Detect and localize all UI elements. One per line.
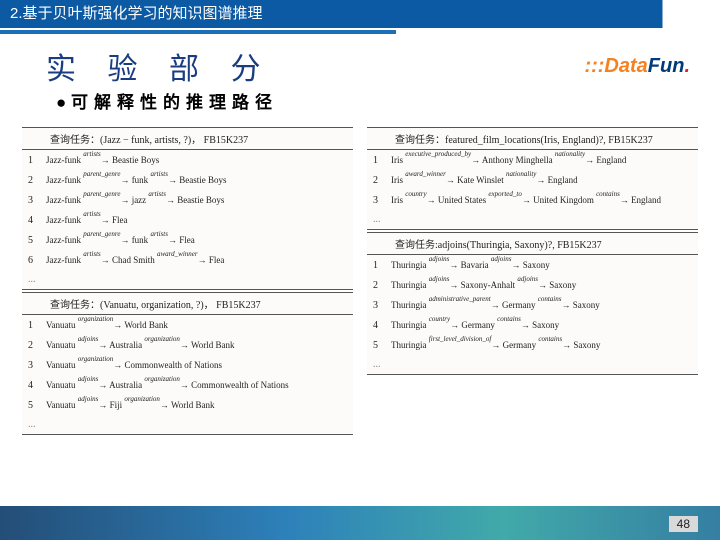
task-block: 查询任务:adjoins(Thuringia, Saxony)?, FB15K2… <box>367 232 698 375</box>
right-column: 查询任务：featured_film_locations(Iris, Engla… <box>367 127 698 437</box>
page-title: 实 验 部 分 <box>46 44 273 88</box>
row-number: 1 <box>373 153 391 168</box>
path-row: 1Iris executive_produced_by→ Anthony Min… <box>367 150 698 170</box>
row-number: 3 <box>28 358 46 373</box>
path-row: 2Vanuatu adjoins→ Australia organization… <box>22 335 353 355</box>
logo-part2: Fun <box>648 55 685 77</box>
path-row: 4Jazz-funk artists→ Flea <box>22 210 353 230</box>
path-row: 2Thuringia adjoins→ Saxony-Anhalt adjoin… <box>367 275 698 295</box>
task-header: 查询任务：(Jazz − funk, artists, ?)， FB15K237 <box>22 128 353 150</box>
row-number: 6 <box>28 253 46 268</box>
row-number: 2 <box>28 338 46 353</box>
row-number: 4 <box>28 213 46 228</box>
path-text: Jazz-funk artists→ Chad Smith award_winn… <box>46 252 347 268</box>
path-text: Thuringia adjoins→ Bavaria adjoins→ Saxo… <box>391 257 692 273</box>
row-number: 2 <box>28 173 46 188</box>
content-area: 查询任务：(Jazz − funk, artists, ?)， FB15K237… <box>0 113 720 437</box>
path-row: 6Jazz-funk artists→ Chad Smith award_win… <box>22 250 353 270</box>
path-row: 5Jazz-funk parent_genre→ funk artists→ F… <box>22 230 353 250</box>
path-text: Vanuatu adjoins→ Australia organization→… <box>46 377 347 393</box>
task-block: 查询任务：(Vanuatu, organization, ?)， FB15K23… <box>22 292 353 435</box>
path-text: Thuringia first_level_division_of→ Germa… <box>391 337 692 353</box>
spacer: ... <box>22 415 353 434</box>
logo: :::DataFun. <box>584 55 690 78</box>
row-number: 3 <box>373 193 391 208</box>
path-row: 3Thuringia administrative_parent→ German… <box>367 295 698 315</box>
path-row: 3Iris country→ United States exported_to… <box>367 190 698 210</box>
row-number: 2 <box>373 278 391 293</box>
path-row: 4Vanuatu adjoins→ Australia organization… <box>22 375 353 395</box>
path-text: Iris award_winner→ Kate Winslet national… <box>391 172 692 188</box>
row-number: 5 <box>373 338 391 353</box>
path-text: Jazz-funk parent_genre→ funk artists→ Be… <box>46 172 347 188</box>
row-number: 4 <box>28 378 46 393</box>
logo-dot: . <box>684 55 690 77</box>
footer-bar <box>0 506 720 540</box>
row-number: 1 <box>28 153 46 168</box>
path-text: Jazz-funk artists→ Flea <box>46 212 347 228</box>
spacer: ... <box>22 270 353 289</box>
path-row: 3Jazz-funk parent_genre→ jazz artists→ B… <box>22 190 353 210</box>
path-text: Thuringia adjoins→ Saxony-Anhalt adjoins… <box>391 277 692 293</box>
task-header: 查询任务：featured_film_locations(Iris, Engla… <box>367 128 698 150</box>
path-text: Jazz-funk parent_genre→ funk artists→ Fl… <box>46 232 347 248</box>
section-header: 2.基于贝叶斯强化学习的知识图谱推理 <box>0 0 720 28</box>
task-block: 查询任务：(Jazz − funk, artists, ?)， FB15K237… <box>22 127 353 290</box>
row-number: 5 <box>28 398 46 413</box>
task-header: 查询任务：(Vanuatu, organization, ?)， FB15K23… <box>22 293 353 315</box>
row-number: 1 <box>373 258 391 273</box>
page-number: 48 <box>669 516 698 532</box>
path-text: Vanuatu organization→ World Bank <box>46 317 347 333</box>
path-row: 1Jazz-funk artists→ Beastie Boys <box>22 150 353 170</box>
subtitle: 可解释性的推理路径 <box>0 88 720 113</box>
path-text: Iris executive_produced_by→ Anthony Ming… <box>391 152 692 168</box>
path-text: Iris country→ United States exported_to→… <box>391 192 692 208</box>
row-number: 4 <box>373 318 391 333</box>
path-text: Vanuatu adjoins→ Fiji organization→ Worl… <box>46 397 347 413</box>
row-number: 5 <box>28 233 46 248</box>
path-row: 1Thuringia adjoins→ Bavaria adjoins→ Sax… <box>367 255 698 275</box>
task-block: 查询任务：featured_film_locations(Iris, Engla… <box>367 127 698 230</box>
path-text: Vanuatu organization→ Commonwealth of Na… <box>46 357 347 373</box>
path-row: 4Thuringia country→ Germany contains→ Sa… <box>367 315 698 335</box>
logo-part1: Data <box>604 55 647 77</box>
logo-dots: ::: <box>584 55 604 77</box>
path-text: Thuringia country→ Germany contains→ Sax… <box>391 317 692 333</box>
path-row: 5Thuringia first_level_division_of→ Germ… <box>367 335 698 355</box>
left-column: 查询任务：(Jazz − funk, artists, ?)， FB15K237… <box>22 127 353 437</box>
row-number: 2 <box>373 173 391 188</box>
row-number: 1 <box>28 318 46 333</box>
row-number: 3 <box>28 193 46 208</box>
row-number: 3 <box>373 298 391 313</box>
path-text: Jazz-funk artists→ Beastie Boys <box>46 152 347 168</box>
spacer: ... <box>367 355 698 374</box>
path-row: 1Vanuatu organization→ World Bank <box>22 315 353 335</box>
path-text: Jazz-funk parent_genre→ jazz artists→ Be… <box>46 192 347 208</box>
path-row: 2Iris award_winner→ Kate Winslet nationa… <box>367 170 698 190</box>
path-row: 2Jazz-funk parent_genre→ funk artists→ B… <box>22 170 353 190</box>
path-text: Thuringia administrative_parent→ Germany… <box>391 297 692 313</box>
path-text: Vanuatu adjoins→ Australia organization→… <box>46 337 347 353</box>
path-row: 3Vanuatu organization→ Commonwealth of N… <box>22 355 353 375</box>
task-header: 查询任务:adjoins(Thuringia, Saxony)?, FB15K2… <box>367 233 698 255</box>
spacer: ... <box>367 210 698 229</box>
path-row: 5Vanuatu adjoins→ Fiji organization→ Wor… <box>22 395 353 415</box>
